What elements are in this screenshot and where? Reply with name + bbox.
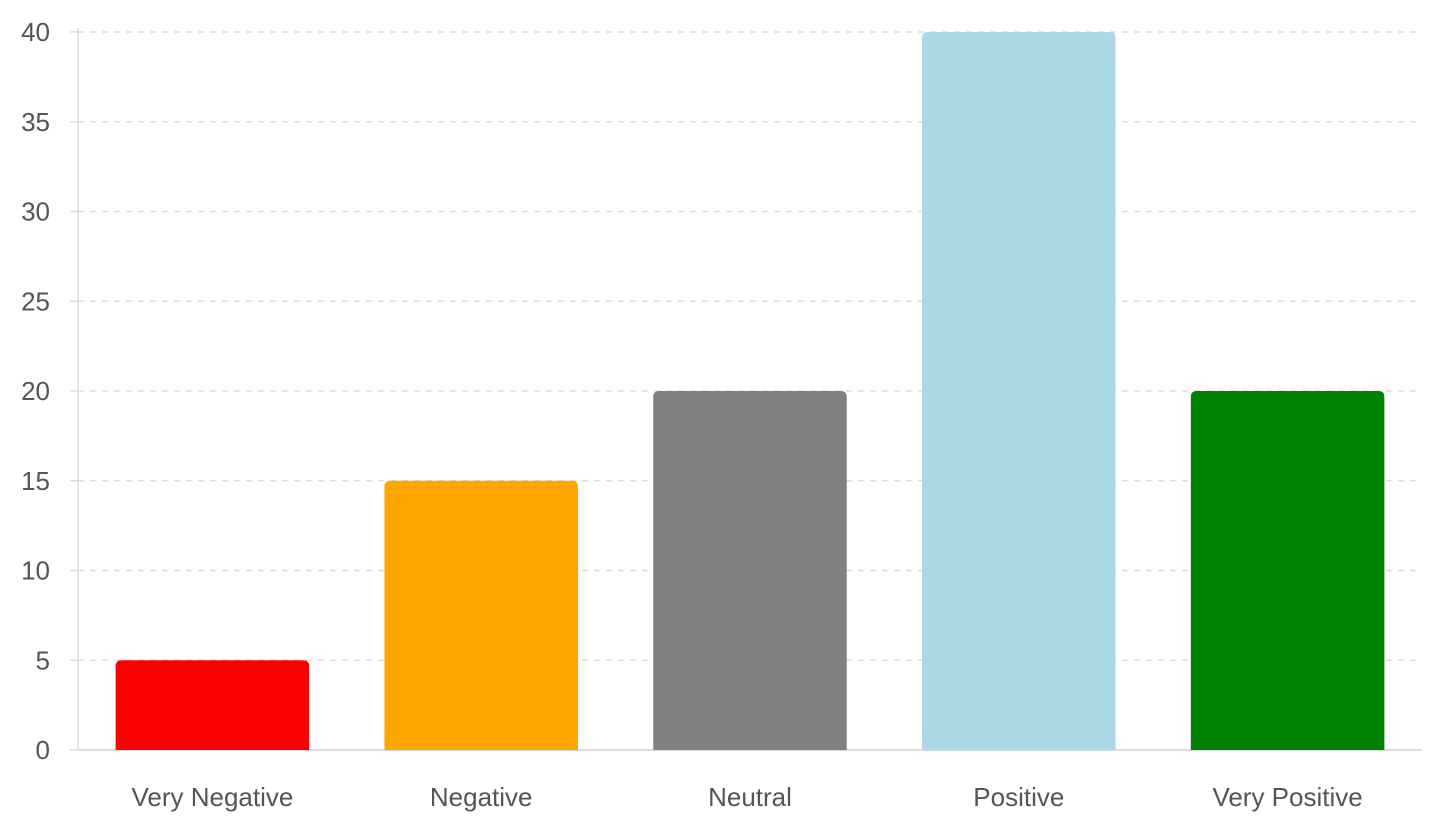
y-tick-label: 30 (21, 197, 50, 227)
bar-very-positive[interactable] (1190, 391, 1385, 750)
y-tick-label: 40 (21, 17, 50, 47)
y-tick-label: 20 (21, 376, 50, 406)
x-tick-labels: Very Negative Negative Neutral Positive Very… (131, 782, 1362, 812)
x-tick-label: Positive (973, 782, 1064, 812)
x-tick-label: Very Positive (1212, 782, 1362, 812)
bar-neutral[interactable] (653, 391, 847, 750)
y-tick-labels: 0 5 10 15 20 25 30 35 40 (21, 17, 50, 765)
y-tick-label: 15 (21, 466, 50, 496)
x-tick-label: Neutral (708, 782, 792, 812)
y-tick-label: 25 (21, 286, 50, 316)
bar-positive[interactable] (922, 32, 1116, 750)
x-tick-label: Negative (430, 782, 533, 812)
x-tick-label: Very Negative (131, 782, 293, 812)
y-tick-label: 0 (36, 735, 50, 765)
y-tick-label: 35 (21, 107, 50, 137)
y-tick-label: 5 (36, 645, 50, 675)
bar-negative[interactable] (384, 480, 578, 750)
y-tick-label: 10 (21, 556, 50, 586)
bar-very-negative[interactable] (115, 660, 310, 750)
bar-layer (115, 32, 1385, 750)
